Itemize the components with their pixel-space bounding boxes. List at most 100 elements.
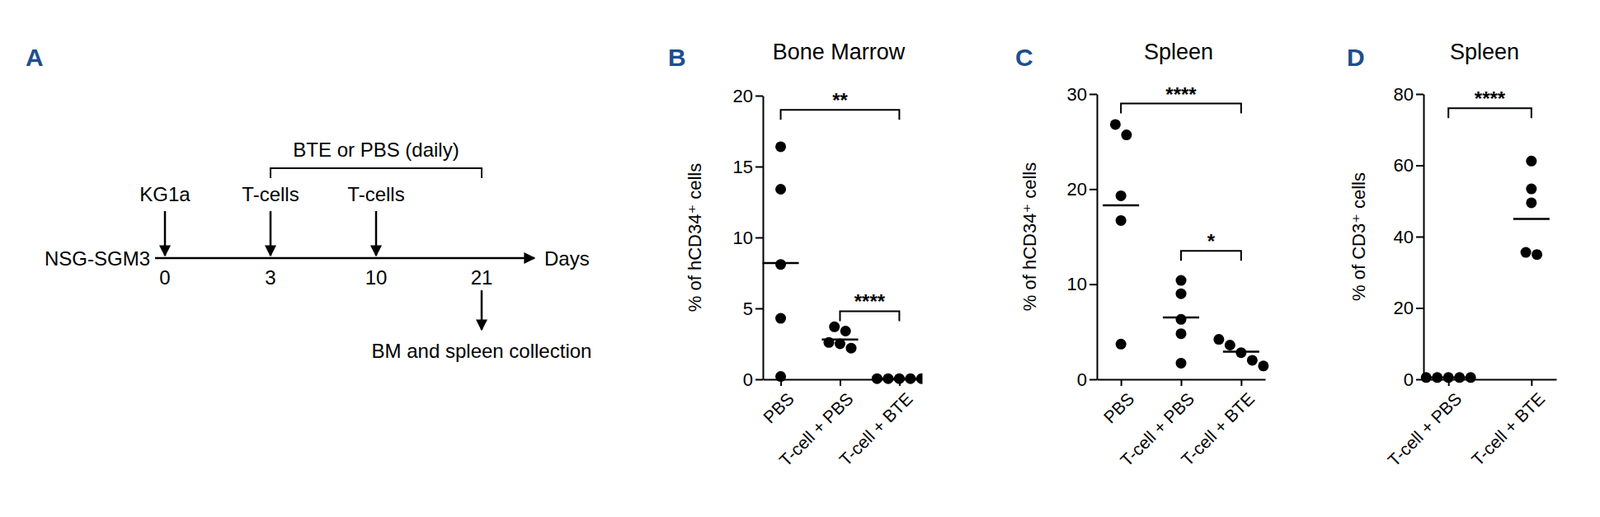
data-point: [846, 343, 857, 354]
data-point: [1176, 328, 1187, 339]
dot-plot-panel: DSpleen% of CD3⁺ cells020406080T-cell + …: [1346, 39, 1558, 471]
data-point: [828, 321, 840, 333]
x-tick-mark: [1530, 379, 1533, 386]
y-tick-mark: [755, 166, 763, 169]
data-point: [1176, 275, 1187, 287]
y-tick-label: 20: [733, 85, 753, 107]
event-arrow: [269, 211, 273, 256]
x-tick: T-cell + BTE: [1468, 379, 1549, 470]
y-tick-label: 80: [1393, 84, 1414, 105]
x-tick-label: T-cell + BTE: [835, 389, 917, 471]
panel-label: B: [668, 43, 687, 71]
data-point: [840, 325, 852, 337]
y-tick-label: 0: [1403, 369, 1414, 391]
y-tick-label: 30: [1067, 84, 1088, 105]
y-tick: 20: [1067, 178, 1097, 200]
x-axis: T-cell + PBST-cell + BTE: [1383, 379, 1557, 471]
data-point: [1110, 118, 1121, 130]
y-tick-label: 10: [733, 227, 753, 249]
significance-label: *: [1207, 230, 1216, 253]
y-tick-label: 40: [1393, 226, 1414, 248]
mean-line: [1223, 350, 1260, 353]
data-point: [1525, 197, 1537, 208]
x-tick-mark: [1240, 379, 1243, 386]
y-tick: 10: [733, 227, 763, 249]
y-axis-title: % of hCD34⁺ cells: [684, 163, 706, 312]
y-tick-mark: [755, 237, 763, 240]
event-arrow: [164, 211, 167, 256]
mean-line: [762, 262, 800, 265]
mean-line: [1102, 204, 1139, 208]
x-tick: PBS: [1099, 379, 1138, 428]
data-point: [1257, 360, 1269, 372]
event-arrow: [375, 211, 378, 256]
figure: ANSG-SGM3Days031021KG1aT-cellsT-cellsBTE…: [0, 0, 1600, 517]
y-tick-mark: [755, 379, 763, 382]
y-tick-label: 0: [1077, 369, 1088, 391]
y-tick-mark: [1089, 188, 1097, 191]
data-point: [1115, 215, 1127, 226]
mean-line: [1162, 316, 1200, 320]
collection-arrow: [480, 290, 484, 330]
panel-label: A: [25, 43, 44, 71]
y-axis-title: % of hCD34⁺ cells: [1019, 162, 1040, 311]
y-tick: 30: [1067, 84, 1097, 105]
x-tick-label: T-cell + BTE: [1468, 389, 1549, 471]
y-tick-mark: [1089, 379, 1097, 382]
data-point: [775, 313, 786, 325]
data-point: [775, 141, 786, 152]
data-point: [1525, 183, 1537, 195]
y-tick-mark: [1416, 307, 1424, 310]
collection-label: BM and spleen collection: [371, 339, 593, 363]
x-tick: T-cell + PBS: [1383, 379, 1465, 471]
data-point: [1176, 314, 1187, 325]
significance-label: ****: [854, 290, 886, 313]
y-tick: 40: [1393, 226, 1424, 248]
x-axis: PBST-cell + PBST-cell + BTE: [1097, 379, 1266, 471]
chart-title: Spleen: [1449, 39, 1520, 65]
data-point: [1213, 334, 1224, 345]
data-point: [775, 371, 786, 382]
data-point: [1224, 339, 1236, 351]
x-tick-label: T-cell + PBS: [1383, 389, 1465, 471]
plot-marks: [762, 141, 923, 384]
dot-plot-panel: B Bone Marrow % of hCD34⁺ cells 0 5 10 15 20 PBS…: [668, 39, 928, 471]
y-tick: 20: [733, 85, 763, 107]
timeline-axis: [155, 257, 535, 260]
y-tick-mark: [755, 308, 763, 311]
y-tick: 10: [1067, 273, 1097, 295]
x-tick-mark: [1120, 379, 1123, 386]
y-axis-title: % of CD3⁺ cells: [1348, 172, 1370, 302]
y-tick: 5: [743, 298, 763, 320]
y-axis: 0 10 20 30: [1067, 84, 1098, 391]
treatment-bracket: [270, 168, 482, 179]
data-point: [1421, 371, 1432, 383]
x-tick: PBS: [759, 379, 798, 428]
data-point: [1531, 249, 1543, 260]
y-tick: 0: [1403, 369, 1424, 391]
data-point: [1176, 357, 1187, 369]
x-tick-label: PBS: [1099, 389, 1138, 428]
panel-label: C: [1015, 43, 1034, 71]
x-axis: PBST-cell + PBST-cell + BTE: [759, 379, 918, 471]
x-tick-label: T-cell + BTE: [1177, 389, 1259, 471]
data-point: [1247, 354, 1258, 366]
data-point: [775, 258, 786, 270]
chart-title: Bone Marrow: [772, 39, 906, 65]
y-tick-label: 20: [1067, 178, 1088, 200]
y-tick: 0: [1077, 369, 1097, 391]
day-label: 10: [365, 266, 388, 289]
y-axis-line: [1096, 94, 1099, 381]
x-tick-mark: [1181, 379, 1183, 386]
y-tick-mark: [1416, 94, 1424, 96]
y-tick-mark: [1416, 164, 1424, 167]
y-axis: 0 5 10 15 20: [733, 85, 764, 391]
treatment-label: BTE or PBS (daily): [292, 138, 459, 161]
data-point: [1176, 288, 1187, 300]
y-tick-label: 15: [733, 156, 753, 178]
y-tick: 60: [1393, 155, 1424, 176]
mean-line: [1430, 376, 1467, 380]
y-tick-label: 0: [743, 369, 753, 391]
model-label: NSG-SGM3: [44, 247, 151, 270]
axis-label: Days: [544, 247, 590, 270]
